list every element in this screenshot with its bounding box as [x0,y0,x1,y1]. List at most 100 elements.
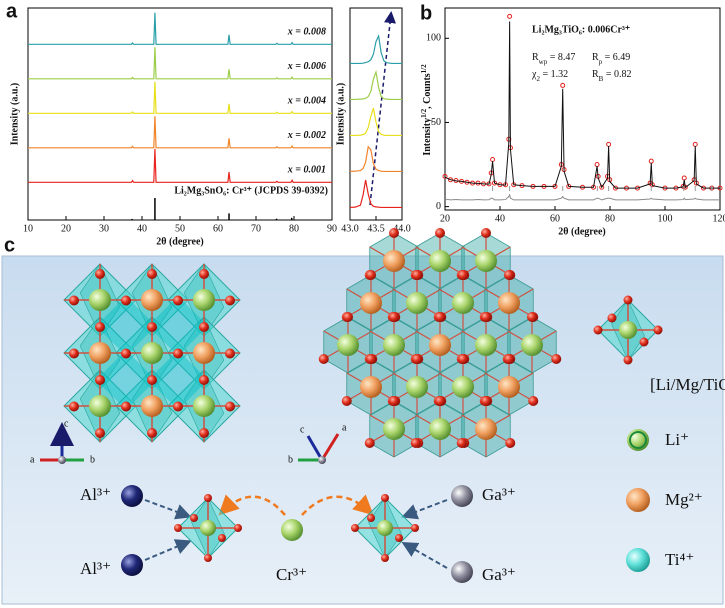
observed-point [560,82,566,88]
series-line [349,145,402,173]
atom [360,376,382,398]
atom [190,514,198,522]
series-line [28,116,332,149]
series-line [28,81,332,114]
stat: RB = 0.82 [592,69,631,82]
atom [452,292,474,314]
atom [626,548,650,572]
atom [623,295,633,305]
atom [89,395,111,417]
atom [318,354,329,364]
x-tick-label: 20 [440,213,450,224]
atom [458,270,468,280]
atom [200,520,216,536]
stat-part: χ [531,69,537,80]
atom [481,228,491,238]
observed-point [606,141,612,147]
atom-ring [629,431,647,449]
atom [174,524,182,532]
x-tick-label: 40 [137,223,147,234]
atom [147,375,157,385]
atom [383,250,405,272]
y-axis-label-part: 1/2 [420,108,428,117]
atom [173,401,183,412]
x-tick-label: 20 [61,223,71,234]
series-line [350,69,402,101]
atom [607,313,617,323]
atom [653,325,663,335]
series-label: x = 0.006 [287,61,326,72]
ion-label: Mg²⁺ [665,490,703,509]
atom [498,292,520,314]
atom [121,295,131,306]
atom [141,342,163,364]
atom [199,322,209,332]
stat-part: = 8.47 [547,52,575,63]
x-tick-label: 40 [495,213,505,224]
atom [337,334,359,356]
x-tick-label: 10 [23,223,33,234]
atom [225,295,235,306]
x-tick-label: 80 [605,213,615,224]
stat-part: = 0.82 [603,69,631,80]
observed-point [594,162,600,168]
y-tick-label: 50 [431,117,441,128]
observed-point [442,173,448,179]
axis-arrow [320,433,340,461]
atom [475,418,497,440]
stat-part: B [599,75,604,83]
arrows [144,494,448,569]
series-label: x = 0.001 [287,164,326,175]
ion-label: Li⁺ [665,430,689,449]
octahedron [148,296,208,356]
y-axis-label: Intensity (a.u.) [9,83,20,146]
atom [412,354,422,364]
atom [141,395,163,417]
ion-label: Ga³⁺ [482,485,516,504]
atom [626,488,650,512]
stat-part: R [532,52,539,63]
series-line [28,47,332,80]
atom [435,396,445,406]
ion-label: Ga³⁺ [482,565,516,584]
atom [69,295,79,306]
atom [475,334,497,356]
atom [234,524,242,532]
atom [147,269,157,279]
atom [411,524,419,532]
x-tick-label: 100 [658,213,673,224]
atom [366,270,376,280]
atom [389,228,399,238]
x-tick-label: 80 [289,223,299,234]
x-tick-label: 50 [175,223,185,234]
observed-point [692,141,698,147]
atom [383,334,405,356]
x-axis-label: 2θ (degree) [558,226,606,237]
x-axis-label: 2θ (degree) [156,236,204,247]
series-line [444,193,720,201]
atom [456,438,467,448]
atom [341,396,352,406]
atom [343,312,353,322]
panel-label: a [6,0,18,22]
atom [193,342,215,364]
atom [504,270,514,280]
stat-part: wp [539,58,548,66]
atom [452,376,474,398]
stat: χ2 = 1.32 [531,69,568,82]
ion-label: Al³⁺ [80,485,111,504]
atom [458,354,468,364]
observed-point [648,158,654,164]
stat-part: = 1.32 [540,69,568,80]
atom [95,322,105,332]
atom [173,295,183,306]
observed-point [681,175,687,181]
ion-label: Al³⁺ [80,559,111,578]
atom [95,269,105,279]
atom [364,438,375,448]
atom [121,348,131,359]
octahedron-label: [Li/Mg/TiO₆] [650,375,725,394]
atom [451,485,473,507]
series-line [350,33,402,65]
atom [527,312,537,322]
